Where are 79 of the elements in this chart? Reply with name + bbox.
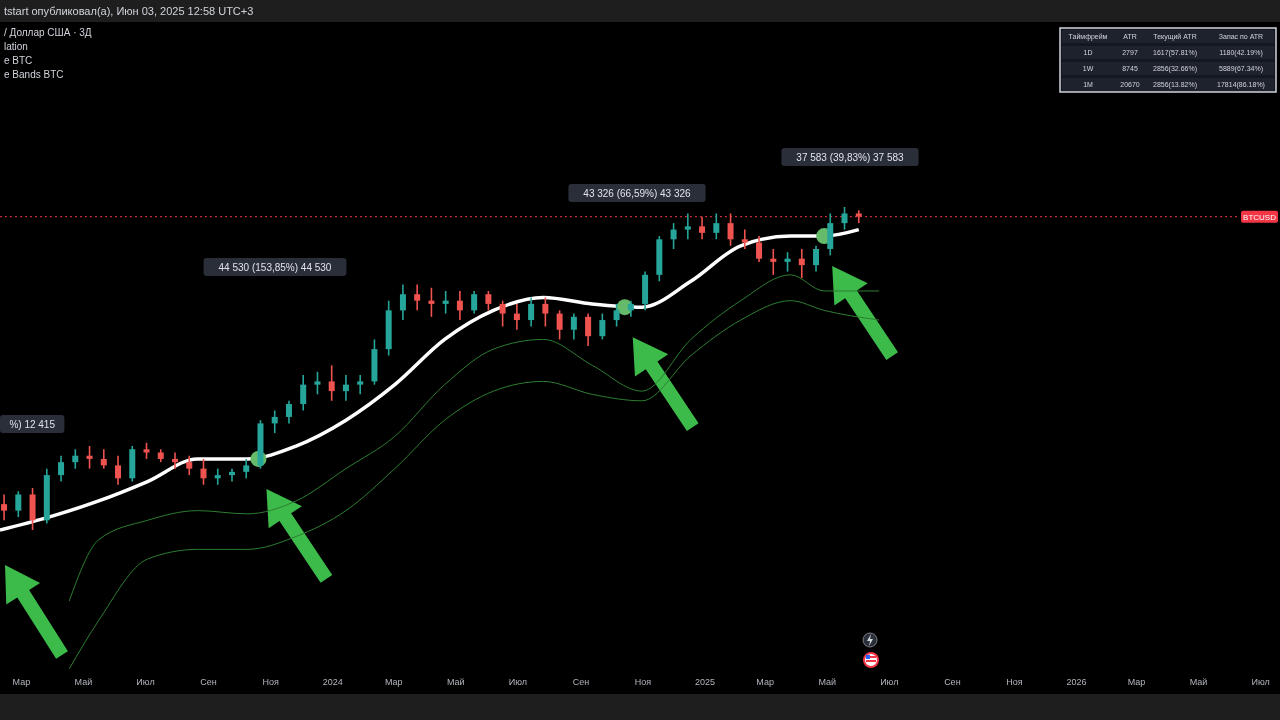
candlestick <box>342 374 349 402</box>
x-tick-label: Июл <box>1251 677 1270 687</box>
candlestick <box>727 212 734 247</box>
candlestick <box>456 290 463 321</box>
text: 37 583 (39,83%) 37 583 <box>796 151 905 163</box>
candlestick <box>285 400 292 425</box>
candlestick <box>428 286 435 318</box>
candlestick <box>756 235 763 263</box>
candlestick <box>214 467 221 486</box>
x-tick-label: 2025 <box>695 677 716 687</box>
candlestick <box>186 454 193 476</box>
candlestick <box>713 212 720 241</box>
candlestick <box>357 374 364 396</box>
candlestick <box>115 454 122 486</box>
x-tick-label: Ноя <box>262 677 279 687</box>
chart-title: / Доллар США · 3Д <box>4 27 92 38</box>
x-tick-label: Сен <box>200 677 217 687</box>
candlestick <box>499 299 506 328</box>
candlestick <box>228 467 235 483</box>
chart-subtitle: tstart опубликовал(а), Июн 03, 2025 12:58 UTC+3 <box>4 5 254 17</box>
candlestick <box>328 364 335 402</box>
candlestick <box>414 283 421 312</box>
candlestick <box>1 493 8 522</box>
candlestick <box>570 312 577 341</box>
candlestick <box>556 309 563 341</box>
x-tick-label: Сен <box>944 677 961 687</box>
candlestick <box>670 222 677 250</box>
candlestick <box>442 290 449 315</box>
candlestick <box>15 490 22 518</box>
candlestick <box>72 448 79 470</box>
x-tick-label: Май <box>447 677 465 687</box>
candlestick <box>100 448 107 470</box>
text: e Bands BTC <box>4 69 64 80</box>
candlestick <box>542 296 549 328</box>
candlestick <box>599 312 606 341</box>
x-tick-label: Май <box>1189 677 1208 687</box>
candlestick <box>841 206 848 231</box>
annotation: %) 12 415 <box>9 418 56 430</box>
candlestick <box>314 370 321 396</box>
candlestick <box>58 454 65 483</box>
candlestick <box>271 409 278 434</box>
annotation: 44 530 (153,85%) 44 530 <box>218 261 332 273</box>
candlestick <box>471 290 478 315</box>
x-tick-label: Май <box>818 677 837 687</box>
candlestick <box>243 458 250 480</box>
candlestick <box>684 212 691 241</box>
candlestick <box>528 296 535 328</box>
candlestick <box>699 215 706 241</box>
candlestick <box>741 228 748 250</box>
x-tick-label: Июл <box>136 677 155 687</box>
candlestick <box>172 451 179 470</box>
x-tick-label: Ноя <box>634 677 652 687</box>
x-tick-label: Июл <box>508 677 528 687</box>
text: 43 326 (66,59%) 43 326 <box>583 187 692 199</box>
x-tick-label: Ноя <box>1006 677 1023 687</box>
x-tick-label: Июл <box>880 677 899 687</box>
candlestick <box>513 303 520 331</box>
x-tick-label: Май <box>74 677 93 687</box>
candlestick <box>399 283 406 321</box>
candlestick <box>86 445 93 470</box>
x-tick-label: Мар <box>756 677 774 687</box>
candlestick <box>813 244 820 273</box>
x-tick-label: Сен <box>572 677 590 687</box>
x-tick-label: Мар <box>12 677 31 687</box>
text: lation <box>4 41 28 52</box>
ref-line-label: BTCUSD <box>1243 213 1277 223</box>
candlestick <box>613 303 620 328</box>
x-tick-label: 2024 <box>322 677 343 687</box>
candlestick <box>585 312 592 347</box>
candlestick <box>798 248 805 279</box>
x-tick-label: Мар <box>384 677 403 687</box>
x-tick-label: Мар <box>1127 677 1146 687</box>
candlestick <box>300 374 307 412</box>
candlestick <box>485 290 492 312</box>
text: e BTC <box>4 55 33 66</box>
candlestick <box>770 248 777 276</box>
candlestick <box>200 458 207 486</box>
candlestick <box>784 251 791 273</box>
x-tick-label: 2026 <box>1066 677 1087 687</box>
